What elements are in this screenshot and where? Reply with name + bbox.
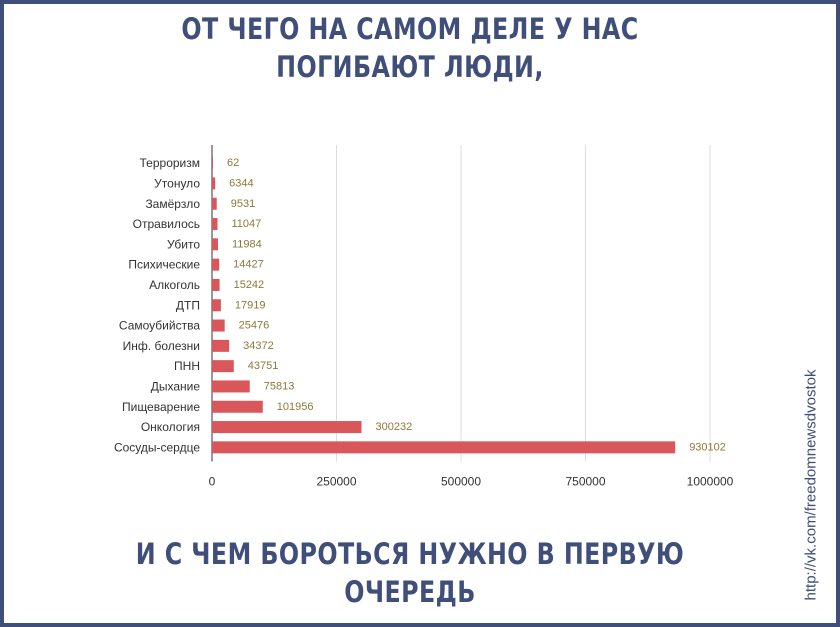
data-label: 9531 bbox=[231, 198, 255, 210]
bar bbox=[212, 157, 213, 170]
category-label: Терроризм bbox=[140, 156, 200, 170]
data-label: 17919 bbox=[235, 299, 266, 311]
bar bbox=[212, 238, 218, 251]
bar bbox=[212, 319, 225, 332]
category-label: Утонуло bbox=[154, 176, 200, 190]
bar bbox=[212, 218, 218, 231]
bar bbox=[212, 339, 230, 352]
data-label: 15242 bbox=[234, 279, 265, 291]
data-label: 11984 bbox=[232, 238, 262, 250]
bar-chart: Терроризм 62 Утонуло 6344 Замёрзло 9531 Отрави… bbox=[114, 145, 734, 489]
bar bbox=[212, 278, 220, 291]
category-label: Психические bbox=[128, 258, 200, 272]
bar bbox=[212, 177, 216, 190]
x-tick-label: 750000 bbox=[565, 475, 605, 489]
bar bbox=[212, 400, 263, 413]
headline-top: ОТ ЧЕГО НА САМОМ ДЕЛЕ У НАС ПОГИБАЮТ ЛЮД… bbox=[181, 12, 639, 84]
data-label: 11047 bbox=[232, 218, 262, 230]
category-label: Сосуды-сердце bbox=[114, 440, 200, 454]
category-label: Алкоголь bbox=[149, 278, 200, 292]
category-label: Замёрзло bbox=[145, 197, 200, 211]
data-label: 101956 bbox=[277, 401, 314, 413]
bar bbox=[212, 380, 250, 393]
category-label: Убито bbox=[167, 237, 200, 251]
category-label: ПНН bbox=[174, 359, 200, 373]
data-label: 14427 bbox=[233, 259, 264, 271]
category-label: ДТП bbox=[176, 298, 200, 312]
bar bbox=[212, 197, 217, 210]
category-label: Отравилось bbox=[133, 217, 200, 231]
bar bbox=[212, 441, 676, 454]
data-label: 75813 bbox=[264, 380, 295, 392]
data-label: 25476 bbox=[239, 320, 270, 332]
x-tick-label: 0 bbox=[209, 475, 216, 489]
bar bbox=[212, 421, 362, 434]
data-label: 43751 bbox=[248, 360, 279, 372]
watermark-link-text: http://vk.com/freedomnewsdvostok bbox=[802, 369, 820, 601]
data-label: 930102 bbox=[689, 441, 726, 453]
bar bbox=[212, 299, 221, 312]
category-label: Онкология bbox=[141, 420, 200, 434]
headline-bottom: И С ЧЕМ БОРОТЬСЯ НУЖНО В ПЕРВУЮ ОЧЕРЕДЬ bbox=[135, 537, 685, 609]
category-label: Инф. болезни bbox=[123, 339, 200, 353]
x-tick-label: 500000 bbox=[441, 475, 481, 489]
data-label: 34372 bbox=[243, 340, 274, 352]
watermark: http://vk.com/freedomnewsdvostok bbox=[800, 350, 822, 620]
x-tick-label: 250000 bbox=[316, 475, 356, 489]
bar bbox=[212, 360, 234, 373]
category-label: Пищеварение bbox=[122, 400, 200, 414]
data-label: 62 bbox=[227, 157, 239, 169]
data-label: 300232 bbox=[376, 421, 413, 433]
bar bbox=[212, 258, 220, 271]
data-label: 6344 bbox=[229, 177, 253, 189]
category-label: Дыхание bbox=[151, 379, 201, 393]
chart-area: Терроризм 62 Утонуло 6344 Замёрзло 9531 Отрави… bbox=[60, 135, 780, 505]
x-tick-label: 1000000 bbox=[687, 475, 734, 489]
category-label: Самоубийства bbox=[119, 319, 200, 333]
